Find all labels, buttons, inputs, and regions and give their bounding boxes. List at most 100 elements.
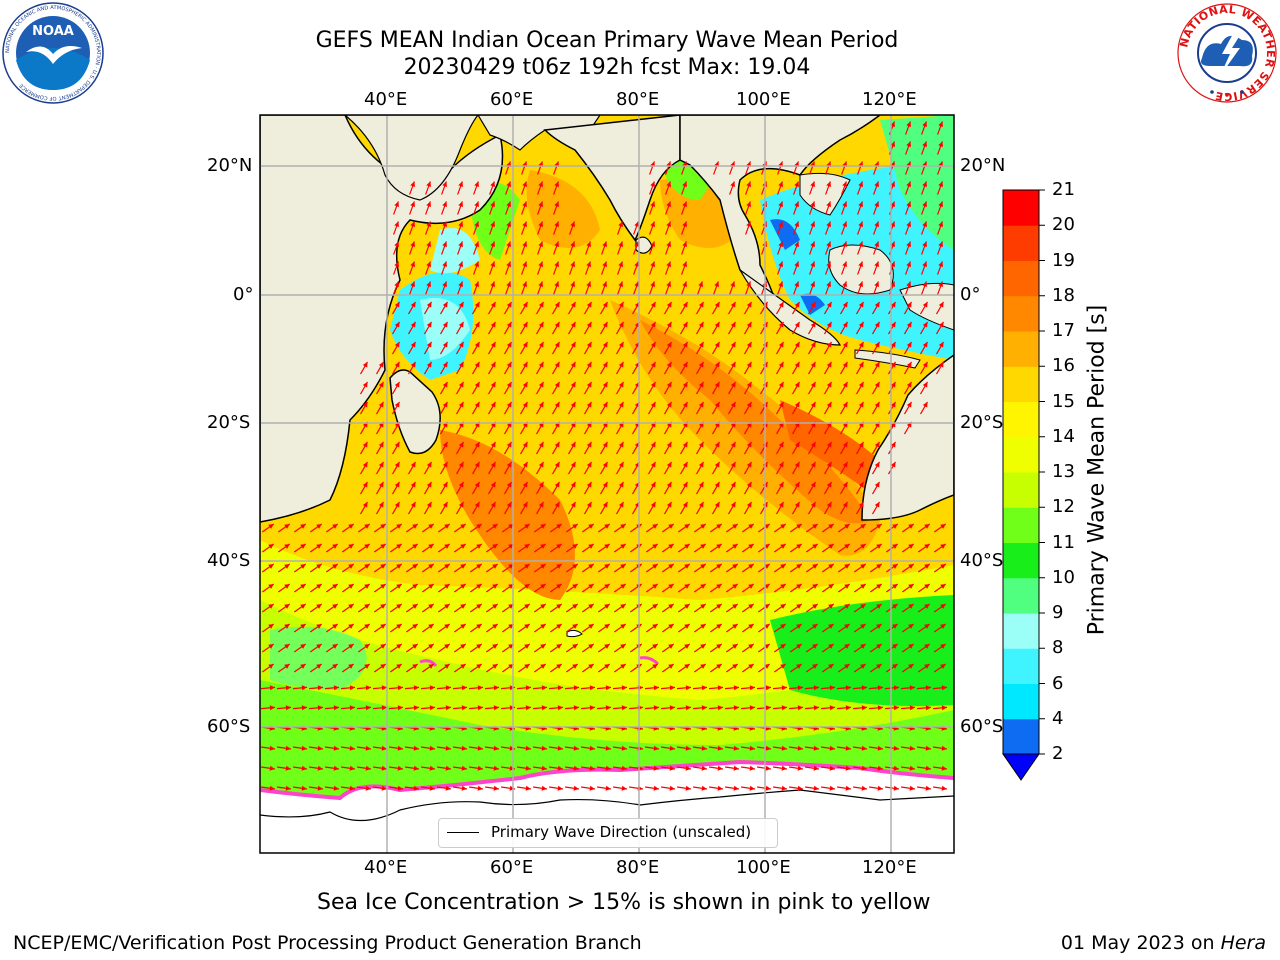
wave-arrow-head bbox=[810, 501, 816, 508]
wave-arrow-head bbox=[652, 664, 658, 669]
wave-arrow-head bbox=[618, 401, 624, 408]
wave-arrow-head bbox=[620, 584, 626, 589]
wave-arrow-head bbox=[909, 765, 915, 771]
wave-arrow-head bbox=[588, 624, 594, 629]
wave-arrow-head bbox=[620, 664, 626, 669]
wave-arrow-head bbox=[876, 524, 882, 529]
wave-arrow-head bbox=[650, 281, 655, 287]
wave-arrow-head bbox=[668, 604, 674, 609]
wave-arrow-head bbox=[458, 381, 464, 388]
madagascar-land bbox=[389, 369, 441, 455]
wave-arrow-head bbox=[842, 441, 848, 448]
wave-arrow-head bbox=[621, 705, 627, 711]
period-zone-peak-central bbox=[640, 320, 870, 524]
wave-arrow-head bbox=[778, 461, 784, 468]
wave-arrow-head bbox=[925, 785, 931, 791]
wave-arrow-head bbox=[522, 341, 528, 348]
wave-arrow-head bbox=[442, 201, 447, 207]
wave-arrow-head bbox=[586, 481, 592, 488]
wave-arrow-head bbox=[460, 624, 466, 629]
wave-arrow-head bbox=[829, 765, 835, 771]
wave-arrow-head bbox=[858, 241, 863, 247]
colorbar-segment bbox=[1003, 295, 1039, 332]
wave-arrow-head bbox=[365, 765, 371, 771]
wave-arrow-head bbox=[858, 181, 863, 187]
wave-arrow-head bbox=[749, 765, 755, 771]
wave-arrow-head bbox=[301, 785, 307, 791]
wave-arrow-head bbox=[826, 301, 832, 308]
wave-arrow-head bbox=[522, 241, 527, 247]
wave-arrow-head bbox=[525, 765, 531, 771]
colorbar-tick-label: 21 bbox=[1052, 179, 1075, 200]
lon-label-bottom-100e: 100°E bbox=[736, 857, 791, 878]
wave-arrow-head bbox=[522, 401, 528, 408]
wave-arrow-head bbox=[732, 564, 738, 569]
wave-arrow-head bbox=[442, 341, 448, 348]
wave-arrow-head bbox=[653, 745, 659, 751]
wave-arrow-head bbox=[554, 221, 559, 227]
wave-arrow-head bbox=[540, 524, 546, 529]
wave-arrow-head bbox=[684, 664, 690, 669]
wave-arrow-head bbox=[666, 241, 671, 247]
wave-arrow-head bbox=[586, 501, 592, 508]
wave-arrow-head bbox=[492, 564, 498, 569]
wave-arrow-head bbox=[716, 664, 722, 669]
wave-arrow-head bbox=[541, 685, 547, 691]
wave-arrow-head bbox=[941, 745, 947, 751]
wave-arrow-head bbox=[348, 644, 354, 649]
wave-arrow-head bbox=[428, 664, 434, 669]
wave-arrow-head bbox=[442, 441, 448, 448]
wave-arrow-head bbox=[890, 361, 896, 368]
wave-arrow-head bbox=[810, 461, 816, 468]
wave-arrow-head bbox=[717, 785, 723, 791]
wave-arrow-head bbox=[492, 644, 498, 649]
wave-arrow-head bbox=[780, 544, 786, 549]
colorbar-segment bbox=[1003, 683, 1039, 720]
wave-arrow-head bbox=[476, 524, 482, 529]
wave-arrow-head bbox=[538, 441, 544, 448]
wave-arrow-head bbox=[364, 584, 370, 589]
wave-arrow-head bbox=[394, 461, 400, 468]
wave-arrow-head bbox=[730, 481, 736, 488]
period-zone-arabian bbox=[526, 170, 600, 248]
wave-arrow-head bbox=[700, 544, 706, 549]
wave-arrow-head bbox=[524, 624, 530, 629]
colorbar-tick-label: 18 bbox=[1052, 284, 1075, 306]
wave-arrow-head bbox=[922, 241, 927, 247]
wave-arrow-head bbox=[778, 221, 783, 227]
lon-label-top-60e: 60°E bbox=[490, 89, 534, 110]
wave-arrow-head bbox=[474, 441, 480, 448]
wave-arrow-head bbox=[732, 604, 738, 609]
wave-arrow-head bbox=[506, 201, 511, 207]
wave-arrow-head bbox=[826, 481, 832, 488]
wave-arrow-head bbox=[730, 501, 736, 508]
wave-arrow-head bbox=[714, 381, 720, 388]
wave-arrow-head bbox=[858, 481, 864, 488]
wave-arrow-head bbox=[828, 524, 834, 529]
wave-arrow-head bbox=[554, 481, 560, 488]
wave-arrow-head bbox=[650, 201, 655, 207]
wave-arrow-head bbox=[316, 604, 322, 609]
wave-arrow-head bbox=[602, 361, 608, 368]
wave-arrow-head bbox=[826, 401, 832, 408]
wave-arrow-head bbox=[540, 544, 546, 549]
wave-arrow-head bbox=[602, 241, 607, 247]
colorbar-segments bbox=[1003, 190, 1039, 755]
wave-arrow-head bbox=[490, 401, 496, 408]
wave-arrow-head bbox=[540, 644, 546, 649]
wave-arrow-head bbox=[652, 584, 658, 589]
colorbar-segment bbox=[1003, 507, 1039, 543]
wave-arrow-head bbox=[477, 785, 483, 791]
colorbar-segment bbox=[1003, 260, 1039, 297]
lat-label-left-20n: 20°N bbox=[207, 155, 253, 176]
wave-arrow-head bbox=[588, 564, 594, 569]
wave-arrow-head bbox=[412, 624, 418, 629]
wave-arrow-head bbox=[394, 341, 400, 348]
wave-arrow-head bbox=[444, 644, 450, 649]
wave-arrow-head bbox=[634, 241, 639, 247]
wave-arrow-head bbox=[717, 745, 723, 751]
colorbar-under-triangle bbox=[1002, 753, 1040, 781]
wave-arrow-head bbox=[524, 644, 530, 649]
wave-arrow-head bbox=[426, 321, 432, 328]
wave-arrow-head bbox=[906, 181, 911, 187]
